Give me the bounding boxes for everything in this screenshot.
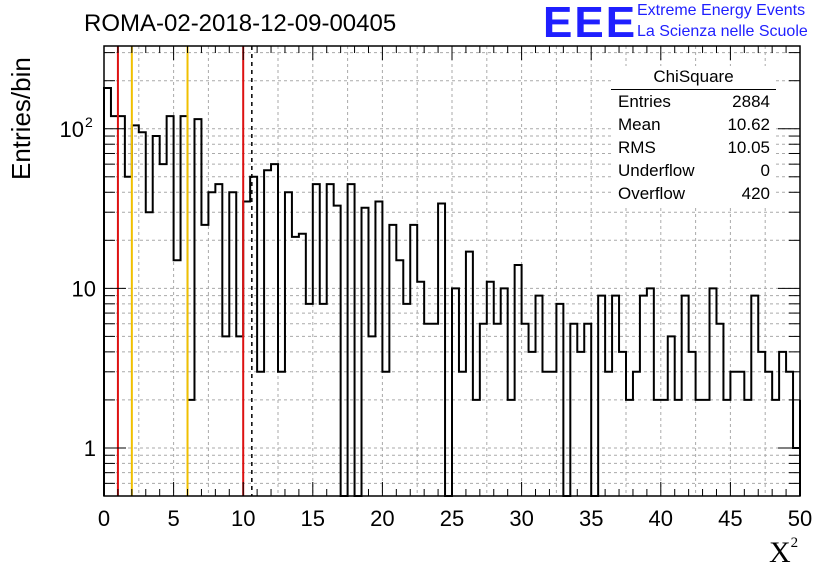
stats-row-overflow: Overflow 420 [611,182,776,205]
stats-title: ChiSquare [611,66,776,90]
stats-label: Overflow [618,184,686,203]
logo-subtitle-2: La Scienza nelle Scuole [637,23,808,40]
stats-box: ChiSquare Entries 2884 Mean 10.62 RMS 10… [611,66,776,205]
eee-logo: EEE [543,0,638,47]
x-axis-label: X2 [769,535,799,569]
stats-label: RMS [618,138,656,157]
x-tick-label: 45 [718,506,742,531]
stats-label: Entries [618,92,671,111]
x-tick-label: 5 [167,506,179,531]
stats-value: 10.62 [727,115,770,134]
y-tick-exponent: 2 [85,114,93,130]
x-tick-label: 20 [370,506,394,531]
y-axis-label: Entries/bin [6,57,36,180]
stats-row-entries: Entries 2884 [611,90,776,113]
y-tick-label: 1 [84,436,96,461]
stats-value: 0 [760,161,770,180]
stats-value: 2884 [732,92,770,111]
stats-value: 420 [741,184,770,203]
stats-value: 10.05 [727,138,770,157]
x-tick-label: 10 [231,506,255,531]
stats-row-rms: RMS 10.05 [611,136,776,159]
stats-label: Mean [618,115,661,134]
logo-subtitle-1: Extreme Energy Events [637,2,806,19]
stats-row-underflow: Underflow 0 [611,159,776,182]
x-tick-label: 25 [440,506,464,531]
x-tick-label: 35 [579,506,603,531]
stats-label: Underflow [618,161,695,180]
stats-row-mean: Mean 10.62 [611,113,776,136]
x-tick-label: 30 [509,506,533,531]
x-tick-label: 0 [98,506,110,531]
x-tick-label: 15 [301,506,325,531]
y-tick-label: 10 [60,117,84,142]
chart-title: ROMA-02-2018-12-09-00405 [84,10,397,37]
x-tick-label: 40 [649,506,673,531]
y-tick-label: 10 [72,276,96,301]
x-tick-label: 50 [788,506,812,531]
